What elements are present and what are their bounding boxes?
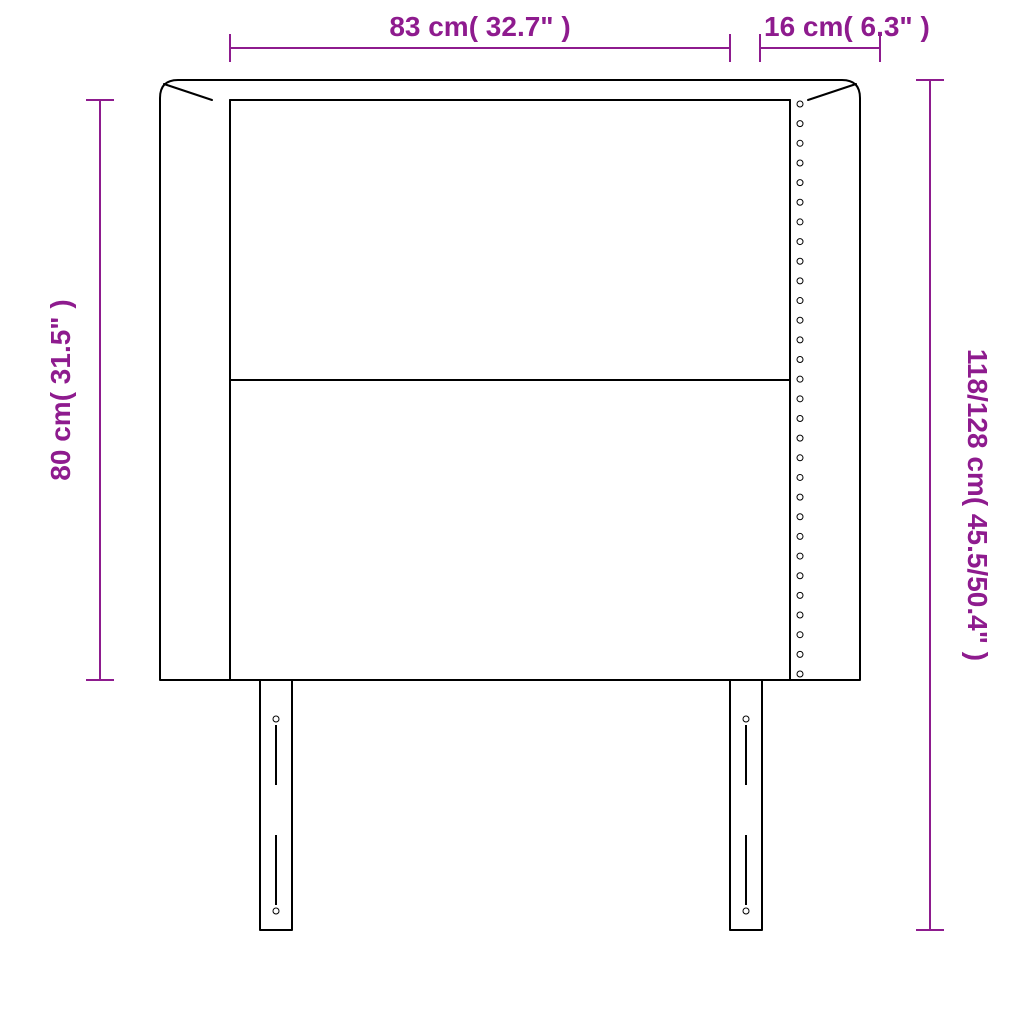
dim-right-height-label: 118/128 cm( 45.5/50.4" ) [962,349,993,661]
dim-top-width-label: 83 cm( 32.7" ) [389,11,570,42]
headboard-drawing [160,80,860,930]
dim-top-depth-label: 16 cm( 6.3" ) [764,11,930,42]
dim-left-height-label: 80 cm( 31.5" ) [45,299,76,480]
